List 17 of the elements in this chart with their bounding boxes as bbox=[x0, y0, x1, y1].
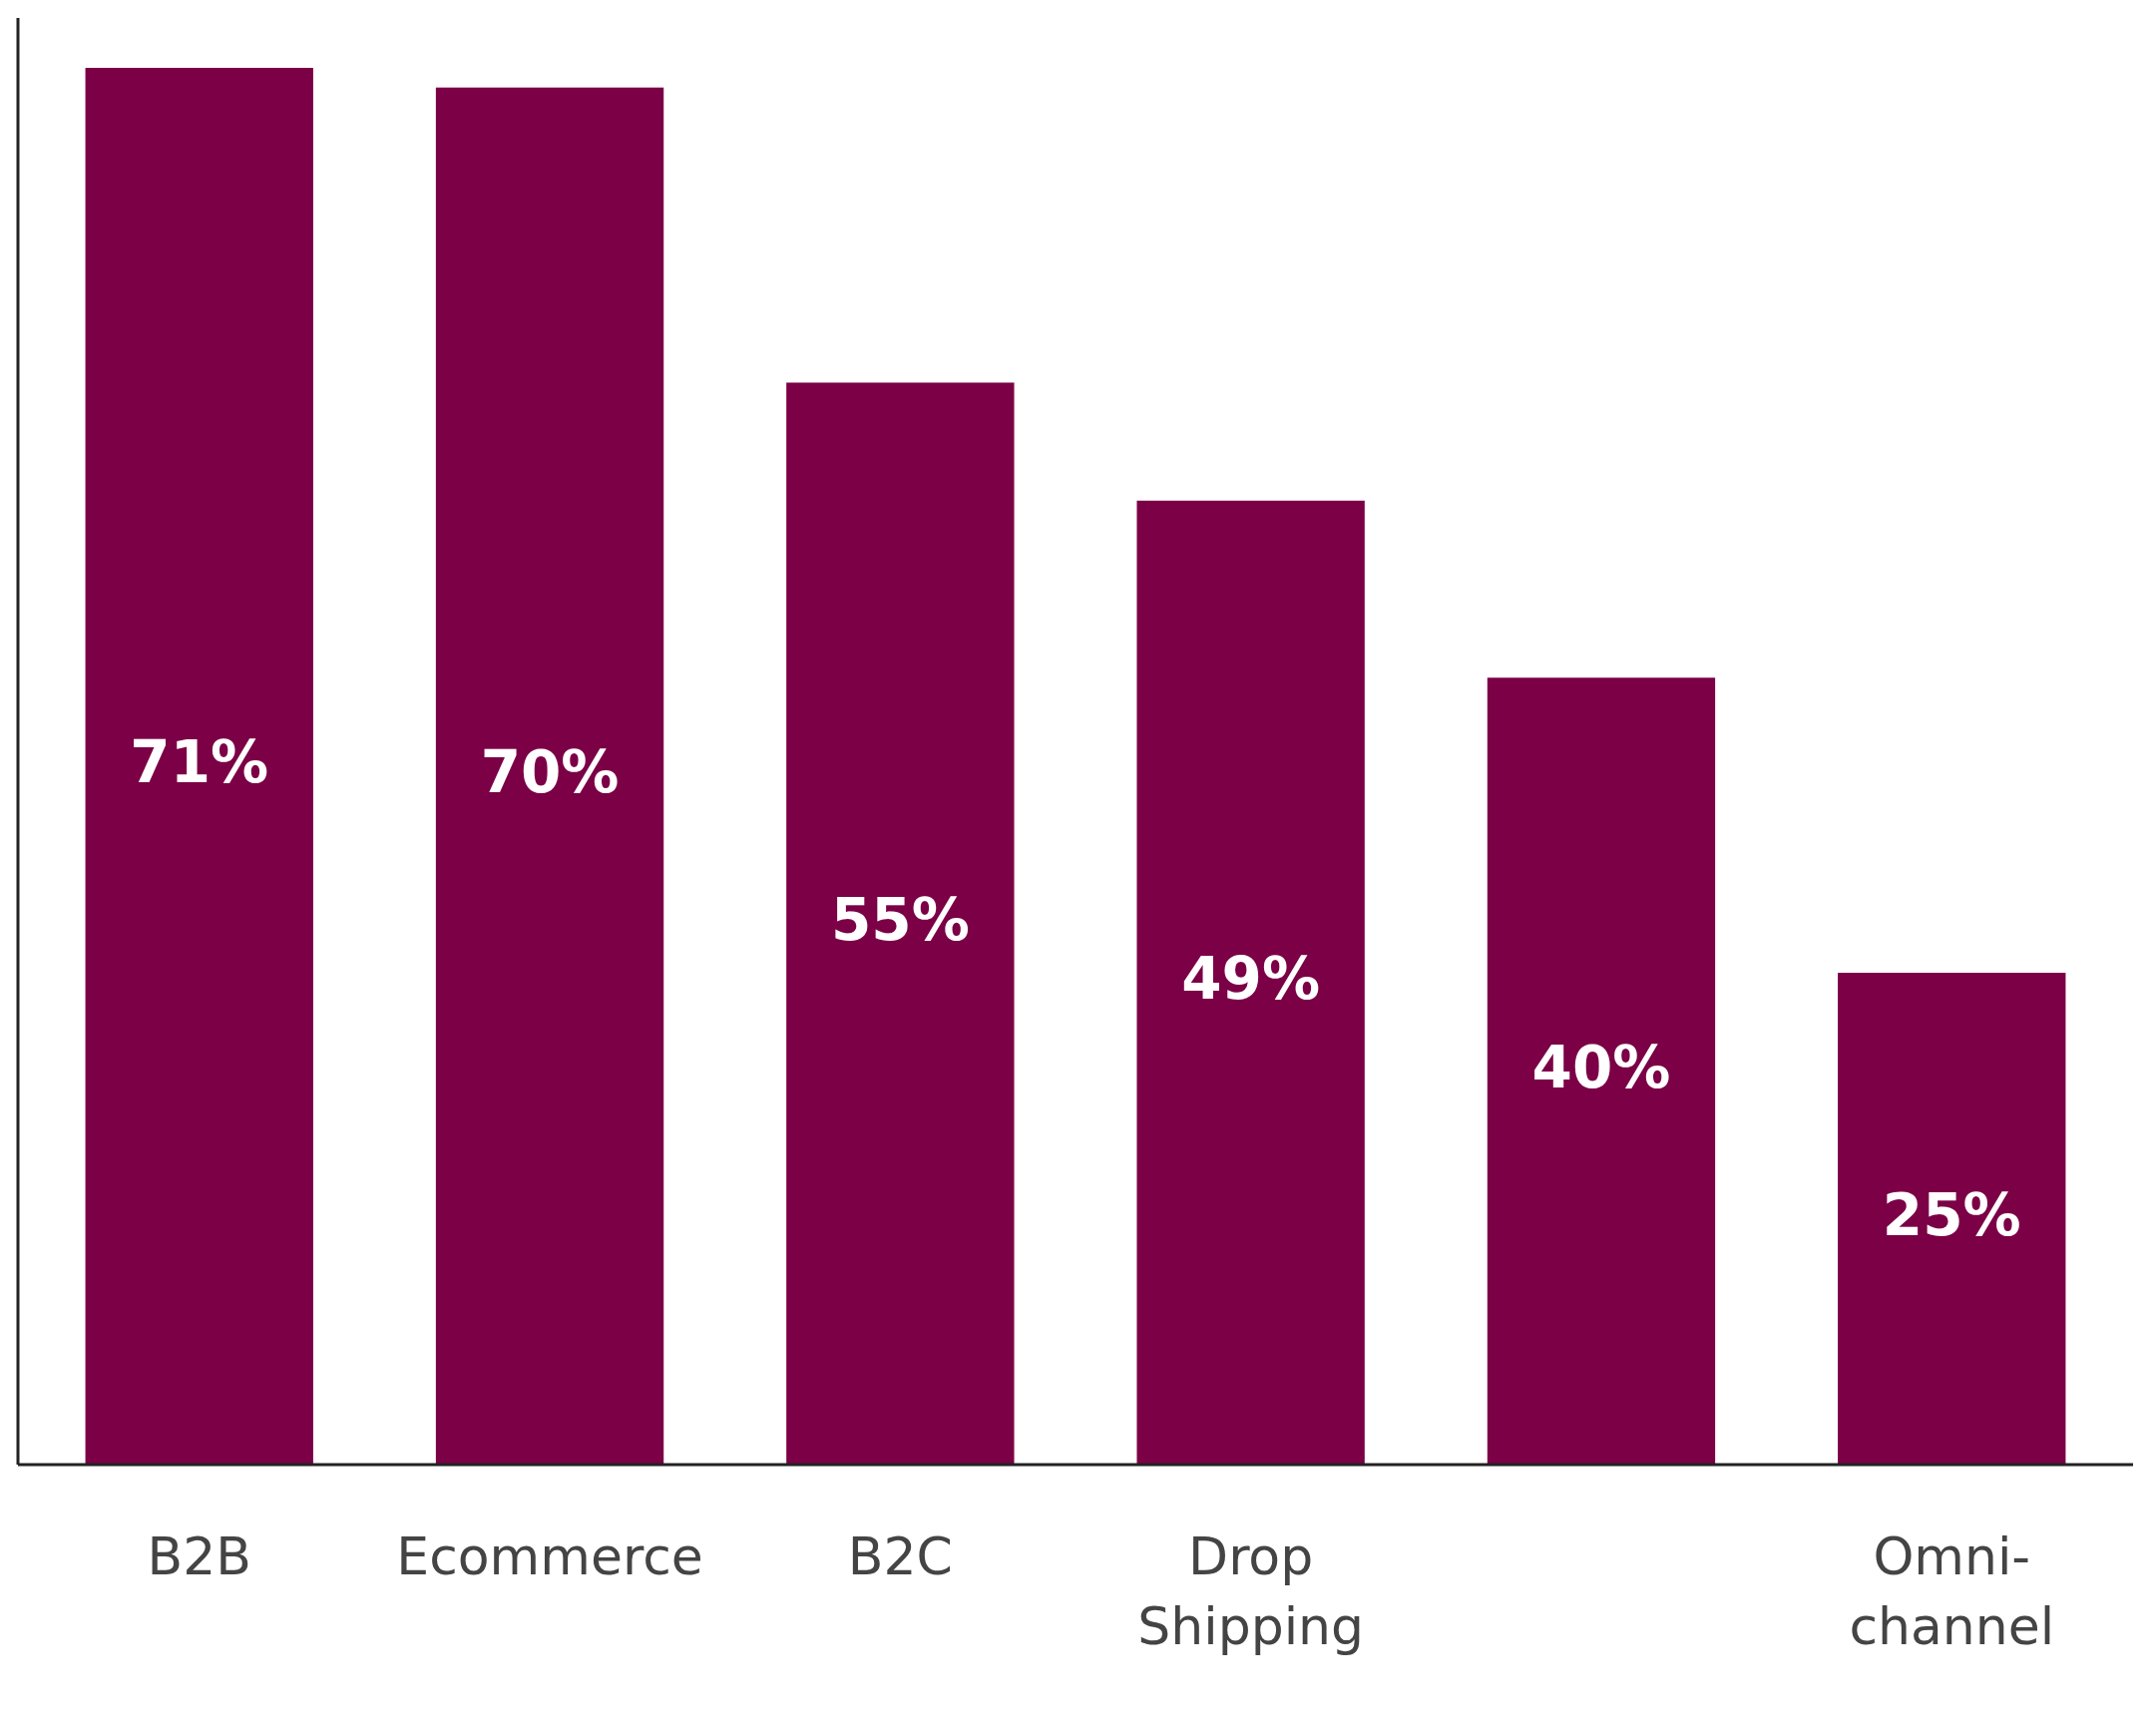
x-tick-label: B2C bbox=[847, 1526, 953, 1586]
x-tick-label: Omni-channel bbox=[1849, 1526, 2055, 1656]
bar bbox=[1487, 677, 1716, 1465]
x-tick-label: Drop Shipping bbox=[1137, 1526, 1365, 1656]
x-tick-label: B2B bbox=[147, 1526, 251, 1586]
bar bbox=[435, 87, 664, 1465]
data-label: 25% bbox=[1882, 1180, 2021, 1249]
data-label: 55% bbox=[830, 885, 970, 954]
bar bbox=[85, 68, 313, 1465]
data-label: 49% bbox=[1181, 945, 1321, 1014]
data-label: 40% bbox=[1531, 1033, 1671, 1101]
bar bbox=[786, 382, 1015, 1465]
data-label: 71% bbox=[130, 728, 269, 797]
x-tick-label: Ecommerce bbox=[396, 1526, 703, 1586]
data-label: 70% bbox=[480, 737, 620, 806]
bar bbox=[1838, 973, 2066, 1465]
bar bbox=[1136, 500, 1365, 1465]
